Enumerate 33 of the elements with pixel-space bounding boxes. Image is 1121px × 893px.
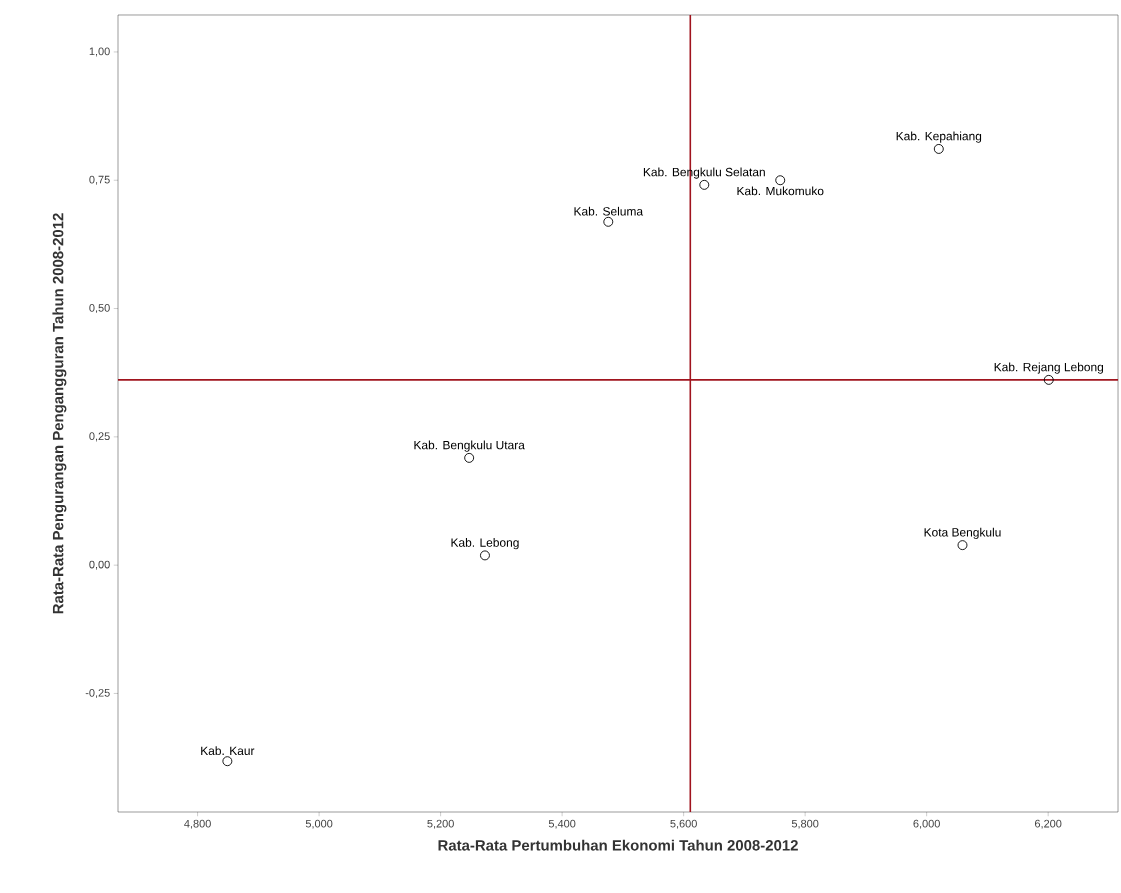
point	[480, 550, 490, 561]
point	[603, 216, 614, 227]
y-tick-label: 0,00	[89, 560, 110, 570]
y-axis-title: Rata-Rata Pengurangan Pengangguran Tahun 2008-2012	[52, 213, 67, 614]
annotation: Kab. Kaur	[201, 746, 255, 755]
point	[1043, 374, 1054, 385]
x-tick-label: 5,400	[548, 819, 576, 829]
x-tick-label: 6,200	[1035, 819, 1062, 829]
x-tick-label: 6,000	[913, 819, 940, 829]
x-tick-label: 4,800	[184, 819, 211, 829]
annotation: Kota Bengkulu	[924, 527, 1001, 539]
y-tick-label: 0,50	[89, 304, 110, 314]
annotation: Kab. Bengkulu Utara	[414, 440, 525, 452]
annotation: Kab. Seluma	[574, 206, 644, 216]
x-tick-label: 5,200	[427, 819, 454, 829]
point	[957, 540, 968, 551]
annotation: Kab. Rejang Lebong	[994, 362, 1104, 374]
y-tick-label: 0,75	[89, 175, 110, 185]
point	[222, 756, 233, 767]
x-axis-title: Rata-Rata Pertumbuhan Ekonomi Tahun 2008-2012	[438, 839, 798, 851]
annotation: Kab. Kepahiang	[896, 131, 982, 143]
point	[699, 179, 710, 190]
y-tick-label: 0,25	[89, 432, 110, 442]
point	[775, 175, 786, 186]
annotation: Kab. Mukomuko	[737, 186, 824, 196]
annotation: Kab. Lebong	[451, 538, 519, 550]
x-tick-label: 5,600	[670, 819, 697, 829]
x-tick-label: 5,000	[305, 819, 333, 829]
x-tick-label: 5,800	[791, 819, 819, 829]
point	[933, 143, 944, 154]
y-tick-label: -0,25	[85, 688, 110, 698]
point	[464, 452, 475, 463]
y-tick-label: 1,00	[89, 47, 110, 57]
